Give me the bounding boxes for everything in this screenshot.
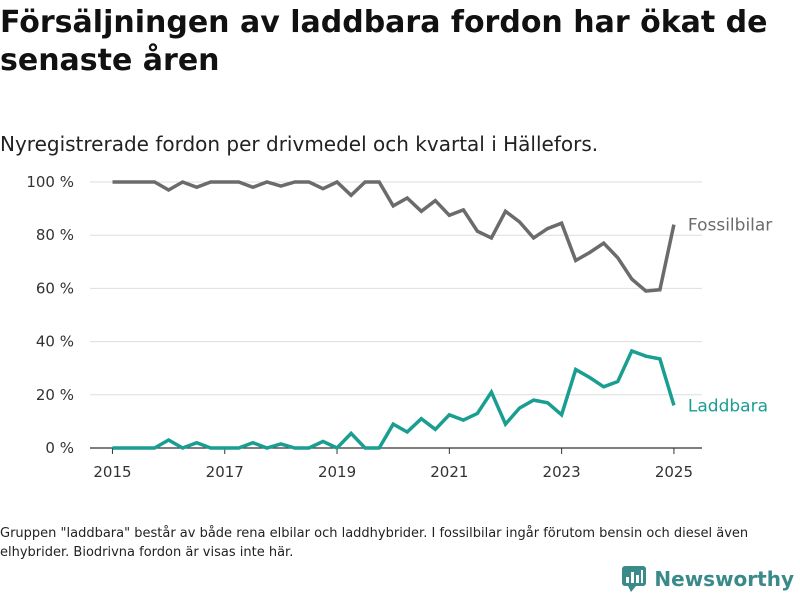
series-line-laddbara <box>112 348 676 451</box>
brand-logo-link[interactable]: Newsworthy <box>622 566 794 592</box>
x-tick-label: 2017 <box>206 463 244 481</box>
y-tick-label: 100 % <box>26 173 74 191</box>
series-line-fossilbilar <box>112 179 676 293</box>
y-tick-label: 80 % <box>36 226 74 244</box>
chart-title: Försäljningen av laddbara fordon har öka… <box>0 5 768 78</box>
series-labels: Fossilbilar Laddbara <box>688 216 772 417</box>
line-chart: 0 % 20 % 40 % 60 % 80 % 100 % 2015 2017 2019 2021… <box>26 173 772 481</box>
gridlines <box>90 181 702 449</box>
y-tick-label: 40 % <box>36 333 74 351</box>
footnote: Gruppen "laddbara" består av både rena e… <box>0 526 749 560</box>
axes: 0 % 20 % 40 % 60 % 80 % 100 % 2015 2017 2019 2021… <box>26 173 693 481</box>
x-tick-label: 2021 <box>430 463 468 481</box>
series-lines <box>112 179 676 451</box>
x-tick-label: 2019 <box>318 463 356 481</box>
x-tick-label: 2025 <box>655 463 693 481</box>
x-tick-label: 2023 <box>543 463 581 481</box>
y-tick-label: 0 % <box>45 439 74 457</box>
x-tick-label: 2015 <box>93 463 131 481</box>
brand-name: Newsworthy <box>654 567 794 591</box>
chart-subtitle: Nyregistrerade fordon per drivmedel och … <box>0 132 599 156</box>
bar-chart-logo-icon <box>622 566 647 592</box>
series-label-laddbara: Laddbara <box>688 396 768 416</box>
y-tick-label: 20 % <box>36 386 74 404</box>
series-label-fossilbilar: Fossilbilar <box>688 216 772 236</box>
y-tick-label: 60 % <box>36 279 74 297</box>
